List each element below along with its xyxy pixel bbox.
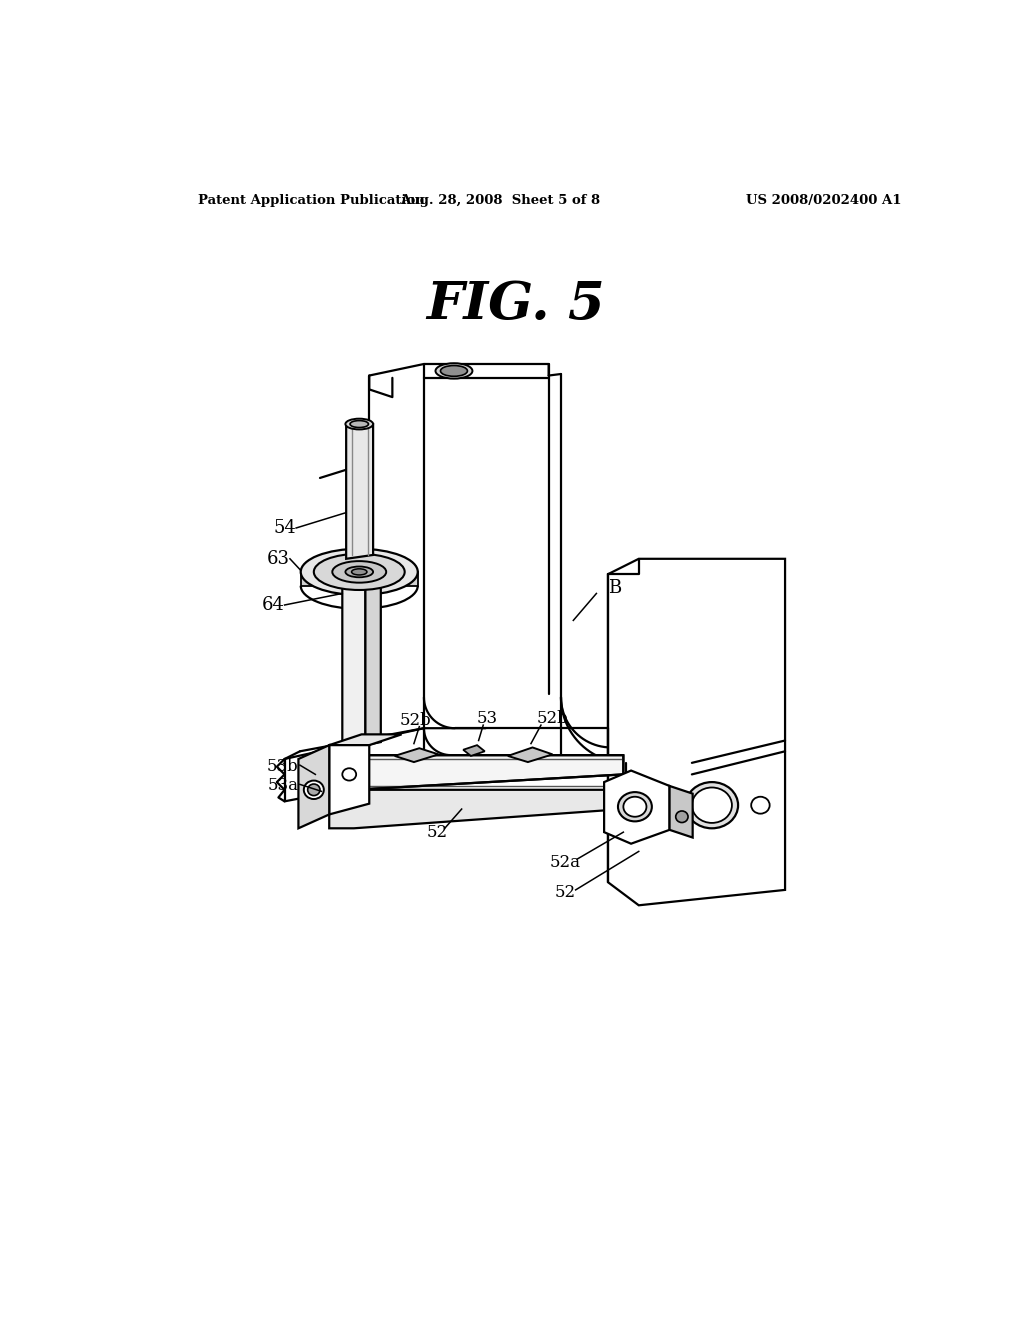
Ellipse shape bbox=[617, 792, 652, 821]
Polygon shape bbox=[608, 558, 785, 906]
Polygon shape bbox=[346, 424, 373, 558]
Ellipse shape bbox=[333, 561, 386, 582]
Text: 52: 52 bbox=[555, 883, 577, 900]
Polygon shape bbox=[394, 748, 438, 762]
Ellipse shape bbox=[752, 797, 770, 813]
Polygon shape bbox=[330, 789, 624, 829]
Text: Aug. 28, 2008  Sheet 5 of 8: Aug. 28, 2008 Sheet 5 of 8 bbox=[400, 194, 600, 207]
Text: 63: 63 bbox=[267, 550, 290, 568]
Polygon shape bbox=[330, 744, 370, 814]
Polygon shape bbox=[604, 771, 670, 843]
Ellipse shape bbox=[440, 366, 467, 376]
Text: Patent Application Publication: Patent Application Publication bbox=[199, 194, 425, 207]
Polygon shape bbox=[301, 572, 418, 586]
Ellipse shape bbox=[692, 788, 732, 822]
Ellipse shape bbox=[435, 363, 472, 379]
Ellipse shape bbox=[313, 554, 404, 590]
Polygon shape bbox=[330, 755, 624, 805]
Ellipse shape bbox=[345, 418, 373, 429]
Text: 64: 64 bbox=[262, 597, 285, 614]
Ellipse shape bbox=[342, 768, 356, 780]
Text: 52: 52 bbox=[426, 824, 447, 841]
Polygon shape bbox=[342, 574, 366, 750]
Text: FIG. 5: FIG. 5 bbox=[426, 280, 605, 330]
Text: 53b: 53b bbox=[266, 758, 298, 775]
Ellipse shape bbox=[345, 566, 373, 577]
Polygon shape bbox=[463, 744, 484, 756]
Polygon shape bbox=[330, 734, 401, 744]
Text: 54: 54 bbox=[273, 519, 296, 537]
Text: US 2008/0202400 A1: US 2008/0202400 A1 bbox=[745, 194, 901, 207]
Text: 52b: 52b bbox=[399, 711, 431, 729]
Polygon shape bbox=[508, 747, 553, 762]
Text: 52a: 52a bbox=[550, 854, 581, 871]
Text: 53a: 53a bbox=[267, 777, 298, 795]
Ellipse shape bbox=[686, 781, 738, 829]
Text: B: B bbox=[608, 579, 622, 597]
Ellipse shape bbox=[624, 797, 646, 817]
Ellipse shape bbox=[307, 784, 319, 796]
Ellipse shape bbox=[304, 780, 324, 799]
Text: 53: 53 bbox=[477, 710, 499, 727]
Ellipse shape bbox=[301, 549, 418, 595]
Ellipse shape bbox=[676, 810, 688, 822]
Text: 52b: 52b bbox=[538, 710, 569, 727]
Polygon shape bbox=[670, 785, 692, 838]
Polygon shape bbox=[366, 570, 381, 744]
Ellipse shape bbox=[351, 569, 367, 576]
Ellipse shape bbox=[350, 421, 369, 428]
Polygon shape bbox=[298, 744, 330, 829]
